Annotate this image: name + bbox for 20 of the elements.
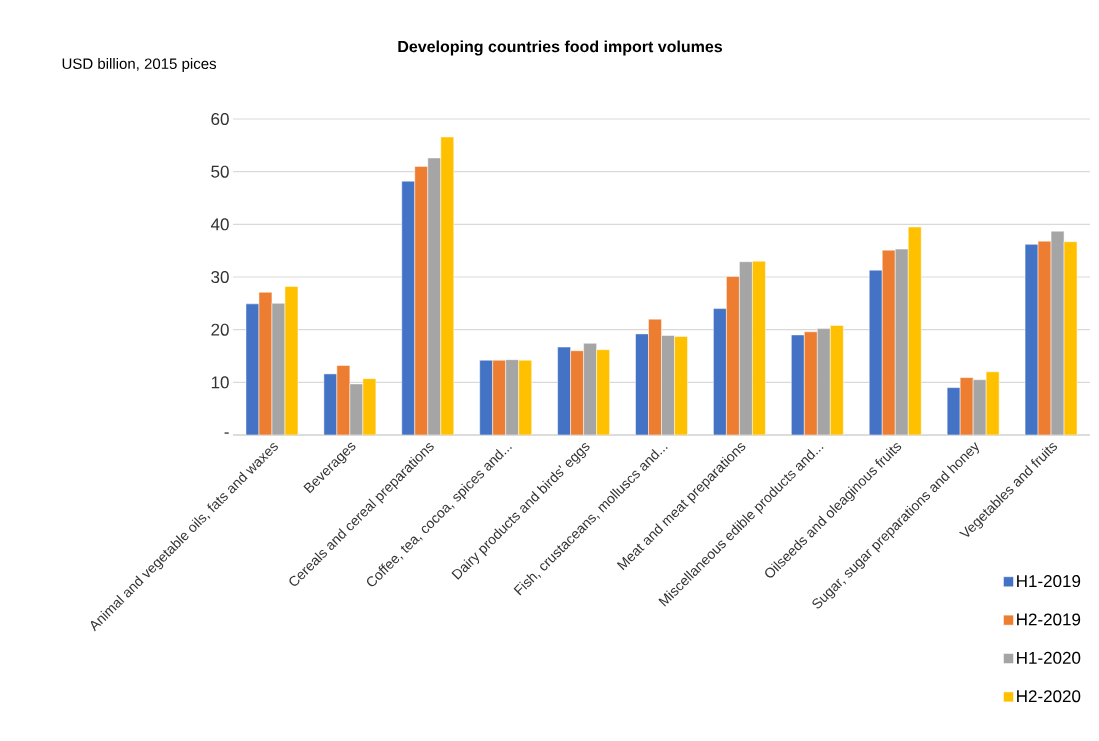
y-tick-label: 30 <box>211 270 229 284</box>
y-axis-title: USD billion, 2015 pices <box>62 58 217 72</box>
bar <box>479 359 493 435</box>
bar <box>401 180 416 435</box>
legend-label: H1-2019 <box>1017 575 1081 588</box>
y-tick-label: 40 <box>210 218 229 231</box>
y-tick-label: 50 <box>211 165 229 178</box>
legend-label: H2-2019 <box>1017 613 1081 626</box>
legend-label: H2-2020 <box>1017 690 1081 703</box>
bar <box>635 333 649 435</box>
legend-label: H1-2020 <box>1017 651 1081 664</box>
y-tick-label: 10 <box>211 376 229 389</box>
y-tick-label: - <box>224 432 229 434</box>
bar <box>791 334 805 435</box>
chart-title: Developing countries food import volumes <box>398 40 723 56</box>
bar <box>713 308 727 435</box>
y-tick-label: 20 <box>211 323 229 336</box>
bar <box>557 346 571 435</box>
y-tick-label: 60 <box>211 112 229 126</box>
bar <box>868 269 883 435</box>
